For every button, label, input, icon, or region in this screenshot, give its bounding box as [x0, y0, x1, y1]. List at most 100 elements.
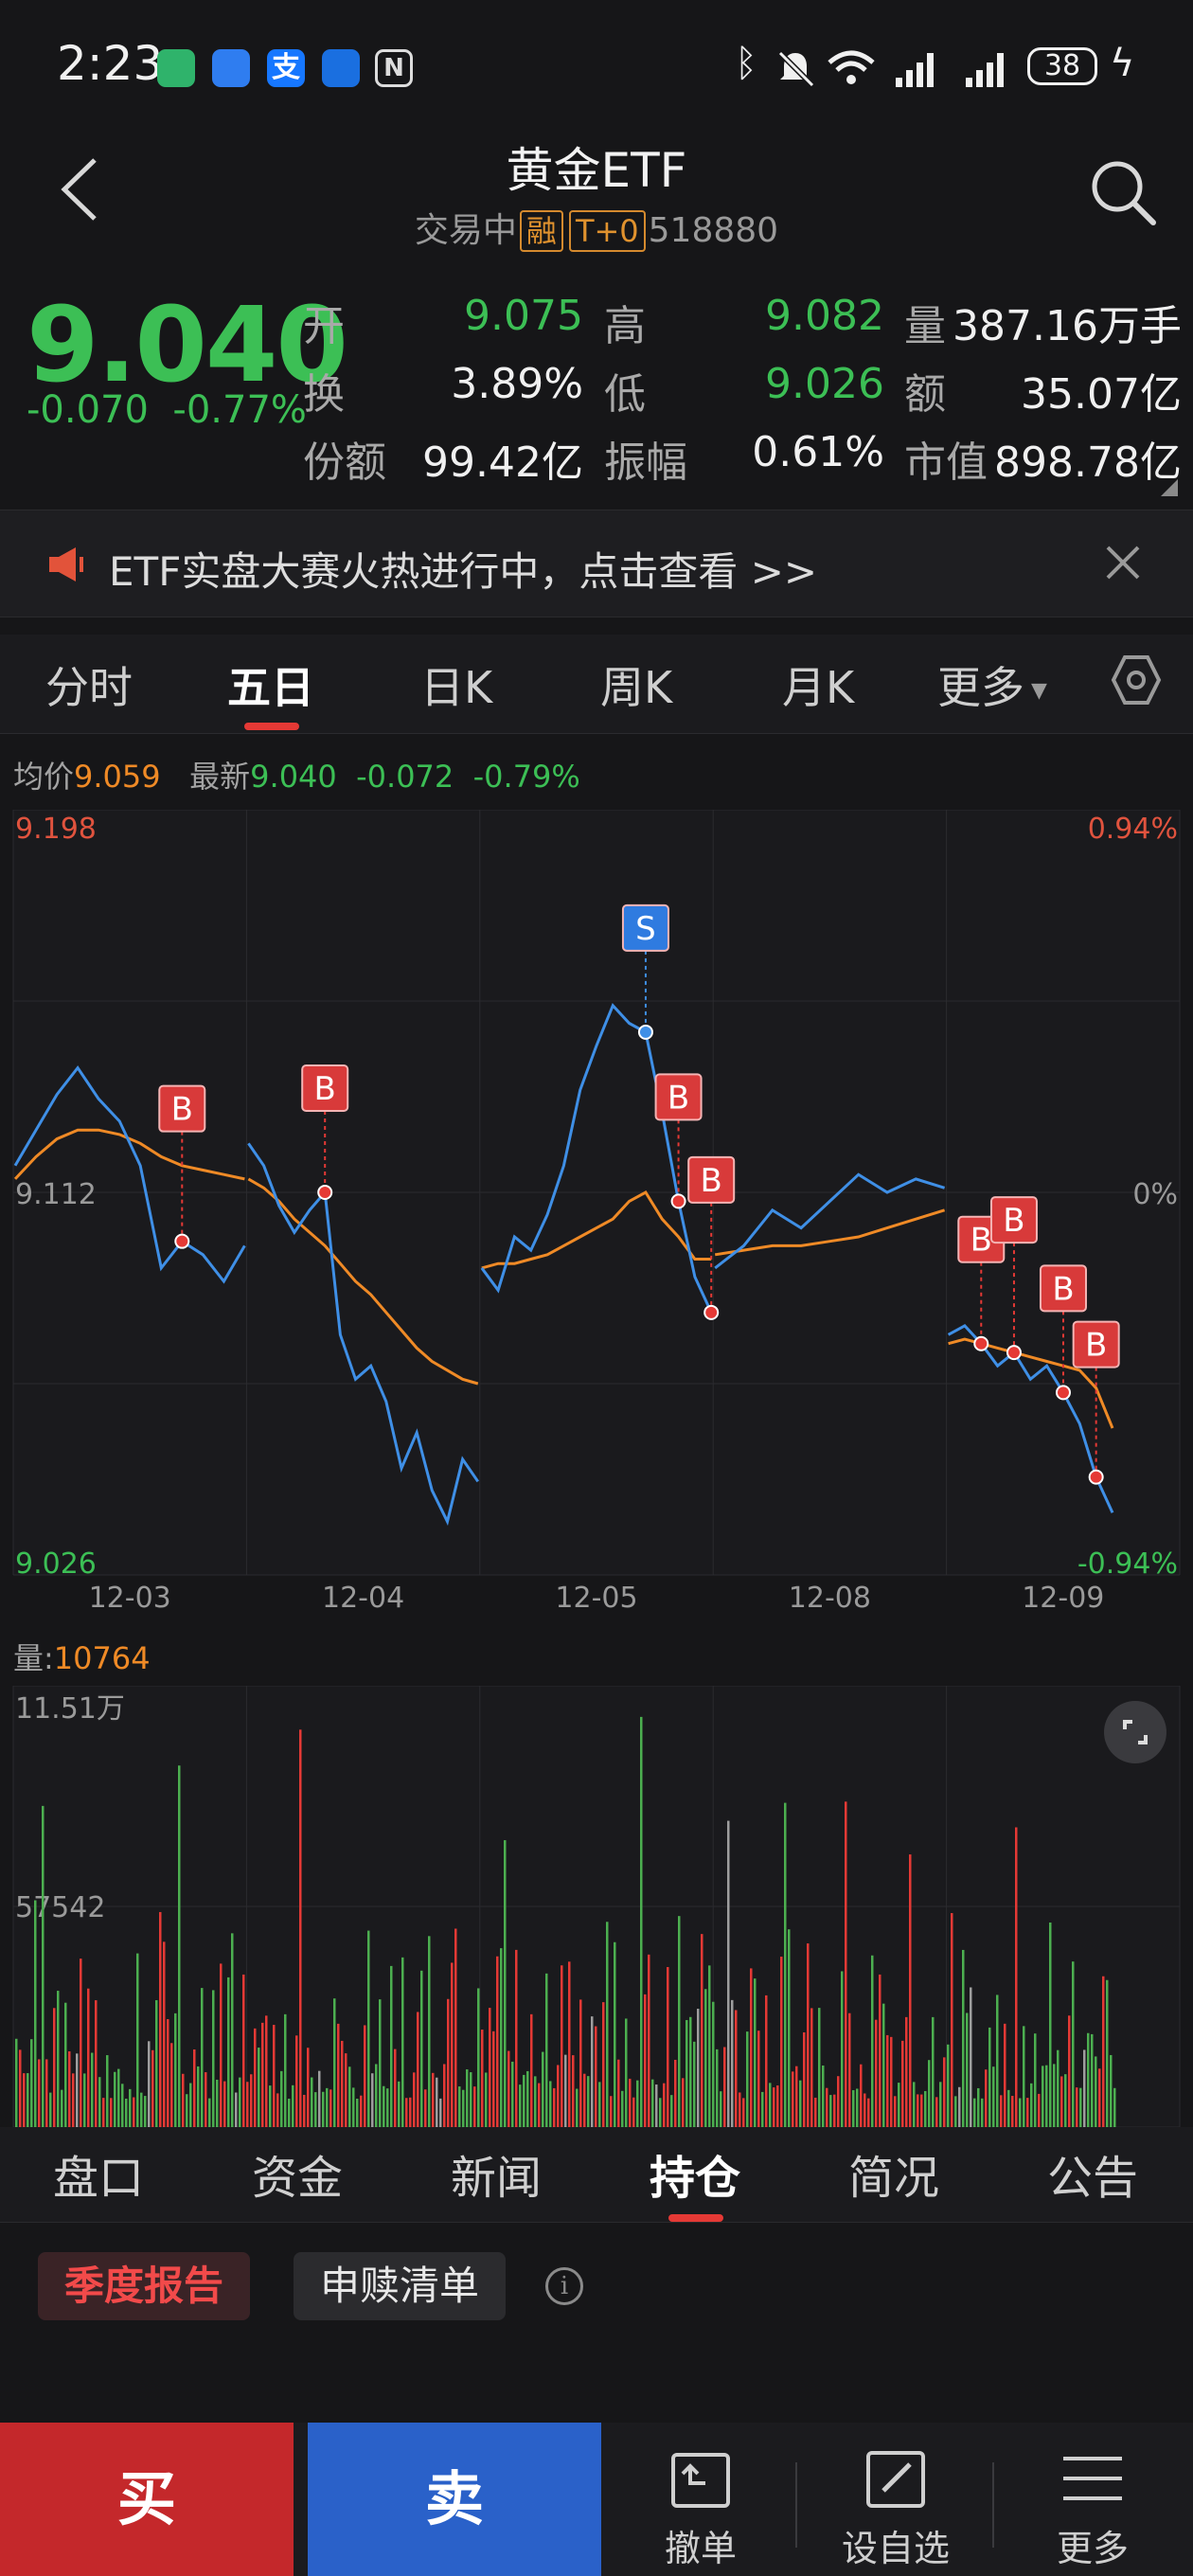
volume-bar: [587, 2076, 590, 2127]
volume-bar: [311, 2077, 313, 2127]
tab-order-book[interactable]: 盘口: [53, 2152, 145, 2205]
volume-bar: [640, 1716, 643, 2127]
volume-bar: [83, 2073, 86, 2127]
quote-label-amount: 额: [904, 370, 946, 419]
trade-marker-label: B: [171, 1091, 193, 1129]
five-day-price-chart[interactable]: 9.198 9.112 9.026 0.94% 0% -0.94% 12-03 12-04 12…: [0, 810, 1193, 1624]
volume-bar: [644, 1994, 647, 2127]
volume-bar: [962, 1949, 965, 2127]
buy-button[interactable]: 买: [0, 2423, 294, 2576]
volume-bar: [1000, 2095, 1003, 2127]
volume-bar: [871, 1955, 874, 2127]
fullscreen-expand-icon[interactable]: [1104, 1701, 1166, 1763]
volume-bar: [678, 1916, 681, 2127]
banner-text[interactable]: ETF实盘大赛火热进行中，点击查看 >>: [109, 548, 818, 595]
volume-bar: [318, 2070, 321, 2127]
volume-bar: [383, 2085, 385, 2127]
volume-bar: [261, 2022, 264, 2127]
tab-holdings[interactable]: 持仓: [650, 2152, 741, 2205]
volume-bar: [151, 2049, 154, 2127]
last-price: 9.040: [27, 284, 348, 405]
volume-bar: [1042, 2066, 1044, 2127]
back-arrow-icon[interactable]: [59, 156, 100, 223]
tab-fund-flow[interactable]: 资金: [252, 2152, 344, 2205]
volume-bar: [390, 1965, 393, 2127]
volume-bar: [451, 1962, 454, 2127]
volume-bar: [473, 2086, 476, 2127]
chart-settings-icon[interactable]: [1110, 653, 1163, 707]
close-icon[interactable]: [1102, 542, 1144, 583]
tab-profile[interactable]: 简况: [848, 2152, 940, 2205]
volume-bar: [68, 2051, 71, 2127]
tab-more[interactable]: 更多 ▼: [937, 662, 1047, 713]
volume-bar: [757, 2030, 760, 2127]
tab-daily-k[interactable]: 日K: [420, 662, 493, 713]
volume-bar: [462, 2089, 465, 2127]
volume-bar: [985, 2069, 988, 2127]
volume-bar: [428, 1936, 431, 2127]
wifi-icon: [828, 50, 875, 84]
volume-bar: [337, 2023, 340, 2127]
subscription-redemption-list-button[interactable]: 申赎清单: [294, 2252, 507, 2320]
cancel-order-button[interactable]: 撤单: [606, 2434, 795, 2571]
volume-bar: [723, 2047, 726, 2127]
dropdown-icon: ▼: [1024, 679, 1047, 703]
latest-value: 9.040: [250, 759, 337, 795]
volume-bar: [91, 2052, 94, 2127]
quote-label-low: 低: [604, 370, 646, 419]
tab-monthly-k[interactable]: 月K: [782, 662, 855, 713]
tab-five-day[interactable]: 五日: [227, 662, 314, 713]
browser-icon: [322, 49, 360, 87]
expand-quote-indicator[interactable]: [1161, 479, 1178, 496]
cancel-order-label: 撤单: [664, 2528, 737, 2569]
active-info-tab-indicator: [668, 2214, 723, 2222]
trade-marker-badge: [158, 1084, 206, 1133]
trade-marker-dot: [973, 1335, 989, 1351]
volume-bar: [1057, 2049, 1059, 2127]
volume-bar: [367, 1930, 370, 2127]
volume-bar: [761, 2091, 764, 2127]
trade-marker-label: B: [1085, 1327, 1107, 1365]
search-icon[interactable]: [1087, 156, 1159, 228]
volume-bar: [208, 2098, 211, 2127]
volume-bar: [708, 1965, 711, 2127]
y-tick-label-right: 0%: [1132, 1178, 1178, 1211]
quarterly-report-button[interactable]: 季度报告: [38, 2252, 251, 2320]
volume-bar: [966, 2012, 969, 2127]
more-actions-button[interactable]: 更多: [998, 2434, 1187, 2571]
volume-bar: [561, 1965, 563, 2127]
tab-weekly-k[interactable]: 周K: [600, 662, 673, 713]
volume-bar: [803, 2031, 806, 2127]
info-icon[interactable]: i: [545, 2267, 583, 2305]
sell-button[interactable]: 卖: [308, 2423, 601, 2576]
quote-label-market-cap: 市值: [904, 438, 988, 487]
volume-bar: [201, 1988, 204, 2127]
x-tick-label: 12-05: [555, 1582, 637, 1615]
volume-bar: [769, 2083, 772, 2127]
volume-bar: [1079, 2087, 1082, 2127]
volume-bar: [1102, 1976, 1105, 2127]
volume-bar: [386, 2088, 389, 2127]
trade-marker-label: B: [701, 1162, 722, 1200]
volume-bar: [466, 2069, 469, 2127]
volume-bar: [970, 1987, 972, 2127]
volume-bar: [576, 2088, 579, 2127]
volume-bar: [110, 2098, 113, 2127]
volume-bar: [1110, 2054, 1113, 2127]
active-tab-indicator: [244, 723, 299, 730]
volume-bar: [178, 1765, 181, 2127]
more-actions-label: 更多: [1056, 2528, 1129, 2569]
volume-bar: [258, 2048, 260, 2127]
tab-announcements[interactable]: 公告: [1047, 2152, 1139, 2205]
volume-bar: [80, 1959, 82, 2127]
volume-bar: [674, 2059, 677, 2127]
promo-banner[interactable]: [0, 510, 1193, 617]
tab-intraday[interactable]: 分时: [45, 662, 133, 713]
volume-bar: [727, 1820, 730, 2127]
volume-bar: [935, 2097, 938, 2127]
volume-bar: [542, 2051, 544, 2127]
volume-chart[interactable]: 11.51万 57542: [0, 1686, 1193, 2127]
volume-bar: [117, 2068, 120, 2127]
add-watchlist-button[interactable]: 设自选: [801, 2434, 990, 2571]
tab-news[interactable]: 新闻: [451, 2152, 543, 2205]
